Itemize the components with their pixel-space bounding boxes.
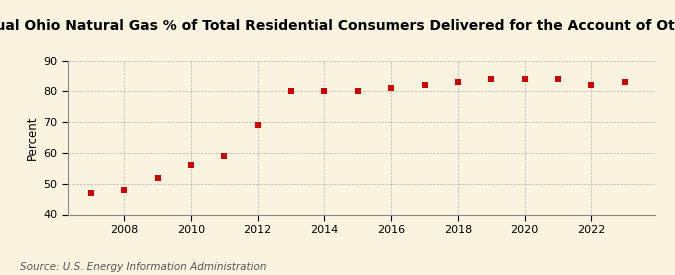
Text: Annual Ohio Natural Gas % of Total Residential Consumers Delivered for the Accou: Annual Ohio Natural Gas % of Total Resid…	[0, 19, 675, 33]
Point	[152, 175, 163, 180]
Point	[620, 80, 630, 84]
Point	[186, 163, 196, 167]
Point	[586, 83, 597, 87]
Point	[519, 77, 530, 81]
Point	[553, 77, 564, 81]
Point	[385, 86, 396, 90]
Text: Source: U.S. Energy Information Administration: Source: U.S. Energy Information Administ…	[20, 262, 267, 272]
Point	[419, 83, 430, 87]
Point	[86, 191, 97, 195]
Point	[219, 154, 230, 158]
Point	[486, 77, 497, 81]
Point	[319, 89, 330, 94]
Y-axis label: Percent: Percent	[26, 115, 38, 160]
Point	[119, 188, 130, 192]
Point	[286, 89, 296, 94]
Point	[252, 123, 263, 127]
Point	[452, 80, 463, 84]
Point	[352, 89, 363, 94]
